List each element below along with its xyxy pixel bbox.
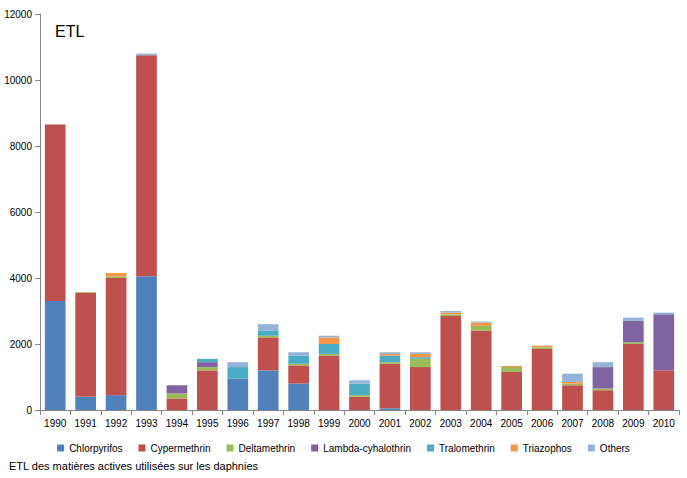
svg-text:2005: 2005 [501, 418, 524, 429]
svg-text:8000: 8000 [10, 141, 33, 152]
svg-text:1993: 1993 [135, 418, 158, 429]
svg-text:2008: 2008 [592, 418, 615, 429]
svg-text:Chlorpyrifos: Chlorpyrifos [69, 443, 122, 454]
svg-text:4000: 4000 [10, 273, 33, 284]
svg-text:1994: 1994 [166, 418, 189, 429]
svg-text:Cypermethrin: Cypermethrin [150, 443, 210, 454]
svg-text:1997: 1997 [257, 418, 280, 429]
svg-text:Triazophos: Triazophos [523, 443, 572, 454]
svg-text:Tralomethrin: Tralomethrin [439, 443, 495, 454]
svg-text:1995: 1995 [196, 418, 219, 429]
svg-text:10000: 10000 [4, 75, 32, 86]
svg-text:1998: 1998 [288, 418, 311, 429]
svg-text:Deltamethrin: Deltamethrin [238, 443, 295, 454]
svg-text:1996: 1996 [227, 418, 250, 429]
svg-text:2000: 2000 [10, 339, 33, 350]
svg-text:6000: 6000 [10, 207, 33, 218]
svg-text:2000: 2000 [348, 418, 371, 429]
svg-text:Lambda-cyhalothrin: Lambda-cyhalothrin [323, 443, 411, 454]
svg-text:1991: 1991 [75, 418, 98, 429]
svg-text:12000: 12000 [4, 9, 32, 20]
svg-text:0: 0 [26, 405, 32, 416]
svg-text:2002: 2002 [409, 418, 432, 429]
svg-text:2010: 2010 [653, 418, 676, 429]
svg-text:2009: 2009 [622, 418, 645, 429]
svg-text:1990: 1990 [44, 418, 67, 429]
svg-text:2003: 2003 [440, 418, 463, 429]
svg-text:2001: 2001 [379, 418, 402, 429]
svg-text:Others: Others [600, 443, 630, 454]
svg-text:2004: 2004 [470, 418, 493, 429]
svg-text:1999: 1999 [318, 418, 341, 429]
svg-text:2006: 2006 [531, 418, 554, 429]
svg-text:ETL: ETL [55, 23, 84, 40]
svg-text:1992: 1992 [105, 418, 128, 429]
svg-text:2007: 2007 [561, 418, 584, 429]
svg-text:ETL des matières actives utili: ETL des matières actives utilisées sur l… [9, 460, 259, 472]
